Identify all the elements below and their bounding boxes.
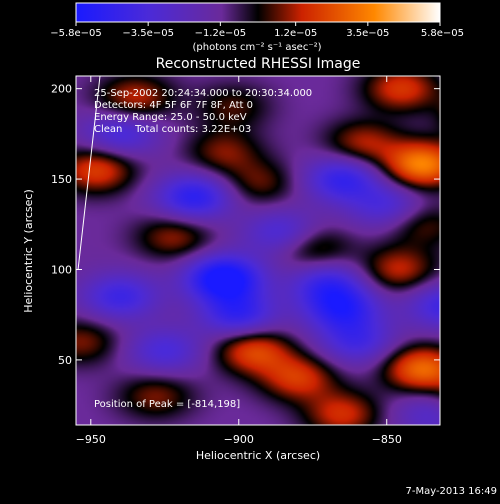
colorbar-tick-label: 1.2e−05	[274, 28, 317, 39]
x-tick-label: −900	[224, 433, 254, 446]
x-axis-label: Heliocentric X (arcsec)	[196, 449, 320, 462]
colorbar-unit-label: (photons cm⁻² s⁻¹ asec⁻²)	[192, 42, 321, 53]
plot-area	[75, 75, 441, 426]
y-tick-label: 100	[51, 263, 72, 276]
x-tick-label: −950	[76, 433, 106, 446]
x-axis: −950−900−850−800	[76, 76, 402, 446]
heatmap-image	[76, 76, 440, 425]
y-tick-label: 200	[51, 83, 72, 96]
chart-title: Reconstructed RHESSI Image	[156, 56, 361, 72]
x-tick-label: −850	[372, 433, 402, 446]
colorbar-ticks: −5.8e−05 −3.5e−05 −1.2e−05 1.2e−05 3.5e−05 5.…	[50, 22, 464, 39]
colorbar-tick-label: 5.8e−05	[421, 28, 464, 39]
colorbar	[75, 2, 441, 23]
timestamp: 7-May-2013 16:49	[405, 486, 497, 497]
plot-frame	[75, 75, 441, 426]
colorbar-tick-label: −1.2e−05	[195, 28, 247, 39]
y-axis: 50 100 150 200	[51, 83, 440, 367]
colorbar-tick-label: −5.8e−05	[50, 28, 102, 39]
y-tick-label: 50	[58, 354, 72, 367]
limb-line	[77, 75, 101, 271]
y-tick-label: 150	[51, 173, 72, 186]
y-axis-label: Heliocentric Y (arcsec)	[22, 189, 35, 313]
peak-label: Position of Peak = [-814,198]	[94, 399, 240, 410]
colorbar-tick-label: 3.5e−05	[346, 28, 389, 39]
annotation-time: 25-Sep-2002 20:24:34.000 to 20:30:34.000	[94, 88, 312, 99]
colorbar-tick-label: −3.5e−05	[122, 28, 174, 39]
annotation-clean: Clean Total counts: 3.22E+03	[94, 124, 251, 135]
annotation-energy: Energy Range: 25.0 - 50.0 keV	[94, 112, 247, 123]
annotation-detectors: Detectors: 4F 5F 6F 7F 8F, Att 0	[94, 100, 253, 111]
